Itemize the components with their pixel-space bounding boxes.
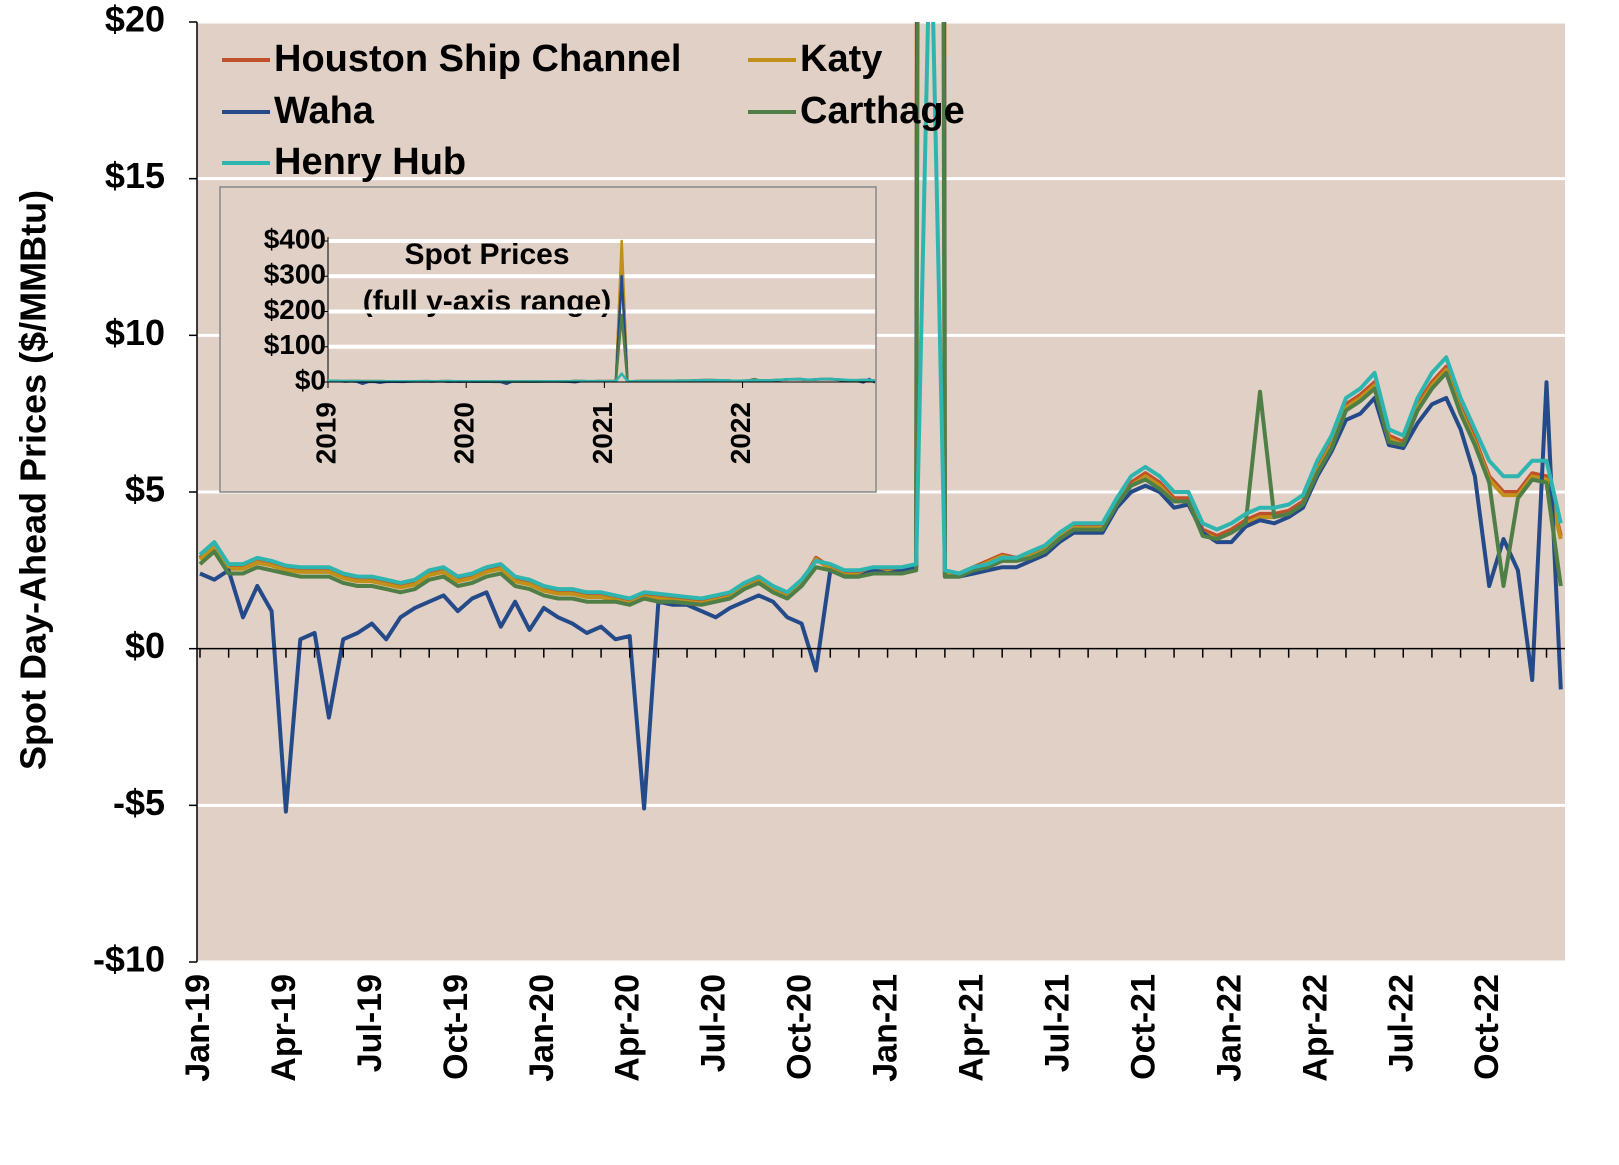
inset-x-tick-label: 2021 [587,402,618,464]
x-tick-label: Jul-19 [351,974,389,1072]
x-tick-label: Oct-21 [1124,974,1162,1080]
x-tick-label: Apr-20 [609,974,647,1082]
series-line [198,22,1563,601]
y-tick-label: $15 [105,155,165,196]
x-tick-label: Oct-22 [1468,974,1506,1080]
y-tick-label: $0 [125,625,165,666]
x-tick-label: Jan-22 [1210,974,1248,1082]
legend-label: Waha [274,90,375,132]
inset-title: Spot Prices [404,238,569,271]
x-tick-label: Oct-19 [437,974,475,1080]
y-tick-label: $10 [105,312,165,353]
series-line [198,22,1563,607]
inset-y-tick-label: $200 [264,294,326,325]
inset-x-tick-label: 2019 [310,402,341,464]
inset-y-tick-label: $400 [264,223,326,254]
y-axis-title: Spot Day-Ahead Prices ($/MMBtu) [13,190,54,770]
legend-label: Carthage [800,90,965,132]
x-tick-label: Jul-21 [1038,974,1076,1072]
series-line [327,372,876,383]
x-tick-label: Jul-22 [1382,974,1420,1072]
inset-y-tick-label: $100 [264,329,326,360]
inset-x-tick-label: 2020 [449,402,480,464]
legend-label: Katy [800,38,882,80]
x-tick-label: Jan-19 [179,974,217,1082]
legend-label: Houston Ship Channel [274,38,681,80]
inset-x-tick-label: 2022 [725,402,756,464]
legend-label: Henry Hub [274,141,466,183]
inset-frame [219,186,877,493]
inset-lines [327,239,876,386]
x-tick-label: Jul-20 [695,974,733,1072]
x-tick-label: Oct-20 [781,974,819,1080]
y-tick-label: -$5 [113,782,165,823]
x-tick-label: Jan-21 [867,974,905,1082]
inset-y-tick-label: $300 [264,259,326,290]
inset-y-tick-label: $0 [295,364,326,395]
y-tick-label: $20 [105,0,165,40]
x-tick-label: Apr-19 [265,974,303,1082]
y-tick-label: -$10 [93,939,165,980]
x-tick-label: Apr-22 [1296,974,1334,1082]
x-tick-label: Jan-20 [523,974,561,1082]
y-tick-label: $5 [125,469,165,510]
x-tick-label: Apr-21 [953,974,991,1082]
